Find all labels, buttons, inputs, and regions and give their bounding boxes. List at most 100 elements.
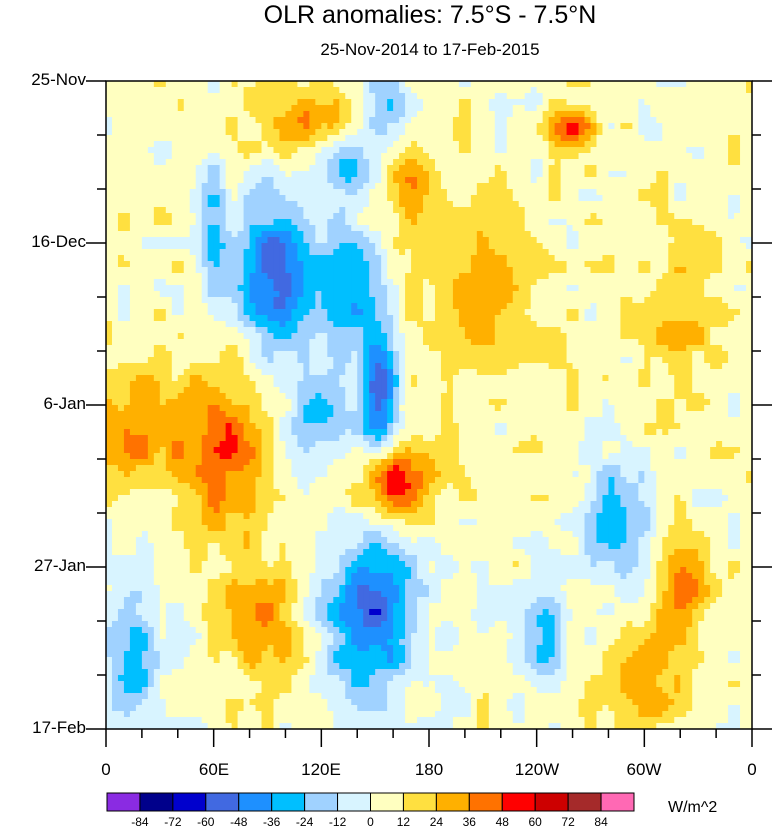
heatmap-cell bbox=[117, 303, 125, 310]
heatmap-cell bbox=[327, 189, 334, 196]
heatmap-cell bbox=[375, 195, 382, 202]
heatmap-cell bbox=[500, 201, 508, 208]
heatmap-cell bbox=[183, 117, 191, 124]
heatmap-cell bbox=[692, 339, 699, 346]
heatmap-cell bbox=[291, 123, 299, 130]
heatmap-cell bbox=[644, 213, 651, 220]
heatmap-cell bbox=[548, 201, 556, 208]
heatmap-cell bbox=[315, 129, 322, 136]
heatmap-cell bbox=[327, 159, 334, 166]
heatmap-cell bbox=[375, 225, 382, 232]
heatmap-cell bbox=[482, 171, 490, 178]
heatmap-cell bbox=[734, 237, 741, 244]
heatmap-cell bbox=[273, 111, 281, 118]
heatmap-cell bbox=[375, 201, 382, 208]
heatmap-cell bbox=[440, 93, 448, 100]
heatmap-cell bbox=[470, 267, 478, 274]
heatmap-cell bbox=[698, 339, 705, 346]
heatmap-cell bbox=[147, 183, 155, 190]
heatmap-cell bbox=[500, 219, 508, 226]
heatmap-cell bbox=[333, 267, 340, 274]
heatmap-cell bbox=[285, 219, 293, 226]
heatmap-cell bbox=[345, 189, 352, 196]
heatmap-cell bbox=[614, 93, 622, 100]
heatmap-cell bbox=[434, 231, 442, 238]
heatmap-cell bbox=[692, 255, 699, 262]
heatmap-cell bbox=[590, 147, 598, 154]
heatmap-cell bbox=[243, 273, 251, 280]
heatmap-cell bbox=[734, 303, 741, 310]
heatmap-cell bbox=[219, 237, 227, 244]
heatmap-cell bbox=[273, 153, 281, 160]
heatmap-cell bbox=[728, 315, 735, 322]
heatmap-cell bbox=[135, 303, 143, 310]
heatmap-cell bbox=[207, 81, 215, 88]
heatmap-cell bbox=[357, 237, 364, 244]
heatmap-cell bbox=[608, 177, 616, 184]
heatmap-cell bbox=[500, 123, 508, 130]
heatmap-cell bbox=[674, 183, 681, 190]
heatmap-cell bbox=[668, 153, 675, 160]
heatmap-cell bbox=[411, 171, 418, 178]
heatmap-cell bbox=[273, 117, 281, 124]
heatmap-cell bbox=[470, 225, 478, 232]
heatmap-cell bbox=[429, 279, 436, 286]
heatmap-cell bbox=[440, 165, 448, 172]
heatmap-cell bbox=[111, 129, 119, 136]
heatmap-cell bbox=[201, 165, 209, 172]
heatmap-cell bbox=[728, 177, 735, 184]
heatmap-cell bbox=[387, 351, 394, 358]
heatmap-cell bbox=[411, 81, 418, 88]
heatmap-cell bbox=[141, 273, 149, 280]
heatmap-cell bbox=[129, 339, 137, 346]
heatmap-cell bbox=[123, 99, 131, 106]
heatmap-cell bbox=[273, 261, 281, 268]
heatmap-cell bbox=[560, 201, 568, 208]
heatmap-cell bbox=[518, 279, 526, 286]
heatmap-cell bbox=[321, 123, 328, 130]
heatmap-cell bbox=[423, 237, 430, 244]
heatmap-cell bbox=[381, 171, 388, 178]
heatmap-cell bbox=[129, 243, 137, 250]
heatmap-cell bbox=[722, 93, 729, 100]
heatmap-cell bbox=[315, 81, 322, 88]
heatmap-cell bbox=[728, 279, 735, 286]
heatmap-cell bbox=[482, 249, 490, 256]
heatmap-cell bbox=[740, 255, 747, 262]
heatmap-cell bbox=[680, 99, 687, 106]
heatmap-cell bbox=[369, 159, 376, 166]
heatmap-cell bbox=[716, 261, 723, 268]
heatmap-cell bbox=[171, 351, 179, 358]
heatmap-cell bbox=[267, 171, 275, 178]
heatmap-cell bbox=[692, 303, 699, 310]
heatmap-cell bbox=[464, 297, 472, 304]
heatmap-cell bbox=[213, 99, 221, 106]
heatmap-cell bbox=[548, 351, 556, 358]
heatmap-cell bbox=[740, 105, 747, 112]
heatmap-cell bbox=[297, 345, 304, 352]
heatmap-cell bbox=[446, 165, 454, 172]
heatmap-cell bbox=[393, 183, 400, 190]
heatmap-cell bbox=[291, 171, 299, 178]
heatmap-cell bbox=[315, 255, 322, 262]
heatmap-cell bbox=[530, 315, 538, 322]
heatmap-cell bbox=[458, 243, 466, 250]
heatmap-cell bbox=[464, 153, 472, 160]
heatmap-cell bbox=[446, 333, 454, 340]
heatmap-cell bbox=[339, 309, 346, 316]
heatmap-cell bbox=[417, 237, 424, 244]
heatmap-cell bbox=[674, 81, 681, 88]
heatmap-cell bbox=[590, 153, 598, 160]
heatmap-cell bbox=[620, 87, 627, 94]
heatmap-cell bbox=[357, 171, 364, 178]
heatmap-cell bbox=[171, 297, 179, 304]
heatmap-cell bbox=[315, 315, 322, 322]
heatmap-cell bbox=[698, 315, 705, 322]
heatmap-cell bbox=[279, 111, 287, 118]
heatmap-cell bbox=[632, 261, 639, 268]
heatmap-cell bbox=[177, 261, 185, 268]
heatmap-cell bbox=[147, 135, 155, 142]
heatmap-cell bbox=[560, 135, 568, 142]
heatmap-cell bbox=[512, 201, 520, 208]
heatmap-cell bbox=[644, 231, 651, 238]
